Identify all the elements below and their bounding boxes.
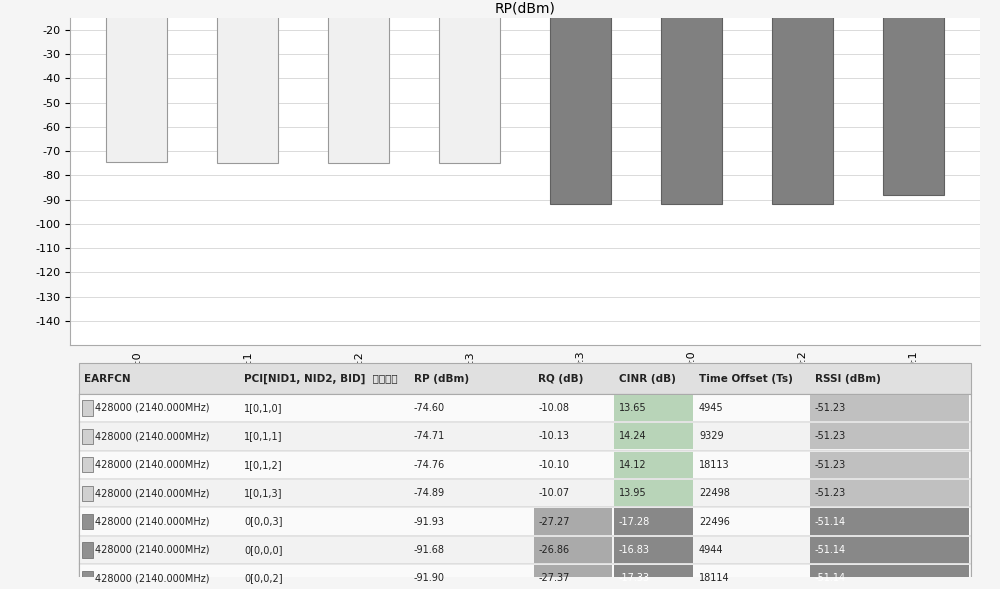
Bar xyxy=(439,0,500,163)
Bar xyxy=(217,0,278,163)
FancyBboxPatch shape xyxy=(79,479,971,507)
Bar xyxy=(106,0,167,163)
Text: 18113: 18113 xyxy=(699,460,730,470)
FancyBboxPatch shape xyxy=(82,457,93,472)
Text: 1[0,1,2]: 1[0,1,2] xyxy=(244,460,283,470)
Text: 14.24: 14.24 xyxy=(619,431,646,441)
FancyBboxPatch shape xyxy=(79,536,971,564)
Title: RP(dBm): RP(dBm) xyxy=(495,1,555,15)
Bar xyxy=(883,0,944,196)
Text: 1[0,1,1]: 1[0,1,1] xyxy=(244,431,283,441)
FancyBboxPatch shape xyxy=(810,537,969,563)
FancyBboxPatch shape xyxy=(79,507,971,536)
FancyBboxPatch shape xyxy=(614,423,693,449)
Text: -27.27: -27.27 xyxy=(538,517,570,527)
Text: 13.65: 13.65 xyxy=(619,403,646,413)
Text: 428000 (2140.000MHz): 428000 (2140.000MHz) xyxy=(95,460,210,470)
Text: 0[0,0,2]: 0[0,0,2] xyxy=(244,573,283,583)
FancyBboxPatch shape xyxy=(810,395,969,421)
FancyBboxPatch shape xyxy=(79,363,971,394)
Text: RSSI (dBm): RSSI (dBm) xyxy=(815,373,881,383)
Text: CINR (dB): CINR (dB) xyxy=(619,373,676,383)
FancyBboxPatch shape xyxy=(810,452,969,478)
Text: -51.14: -51.14 xyxy=(815,545,846,555)
Text: -51.23: -51.23 xyxy=(815,460,846,470)
Text: -51.23: -51.23 xyxy=(815,403,846,413)
FancyBboxPatch shape xyxy=(810,508,969,535)
Text: 4945: 4945 xyxy=(699,403,724,413)
Bar xyxy=(550,0,611,204)
Text: -74.89: -74.89 xyxy=(414,488,445,498)
FancyBboxPatch shape xyxy=(79,394,971,422)
Text: -27.37: -27.37 xyxy=(538,573,570,583)
Text: EARFCN: EARFCN xyxy=(84,373,130,383)
Text: -10.07: -10.07 xyxy=(538,488,570,498)
Text: -51.23: -51.23 xyxy=(815,431,846,441)
Text: 428000 (2140.000MHz): 428000 (2140.000MHz) xyxy=(95,403,210,413)
Text: 428000 (2140.000MHz): 428000 (2140.000MHz) xyxy=(95,517,210,527)
FancyBboxPatch shape xyxy=(810,565,969,589)
Text: -91.93: -91.93 xyxy=(414,517,445,527)
FancyBboxPatch shape xyxy=(614,480,693,507)
Text: 14.12: 14.12 xyxy=(619,460,646,470)
Text: 4944: 4944 xyxy=(699,545,723,555)
Text: 428000 (2140.000MHz): 428000 (2140.000MHz) xyxy=(95,431,210,441)
FancyBboxPatch shape xyxy=(614,452,693,478)
Text: -91.90: -91.90 xyxy=(414,573,445,583)
FancyBboxPatch shape xyxy=(82,542,93,558)
Text: -17.33: -17.33 xyxy=(619,573,650,583)
Text: 22498: 22498 xyxy=(699,488,730,498)
FancyBboxPatch shape xyxy=(614,565,693,589)
Text: -10.10: -10.10 xyxy=(538,460,569,470)
Text: 428000 (2140.000MHz): 428000 (2140.000MHz) xyxy=(95,573,210,583)
Text: 428000 (2140.000MHz): 428000 (2140.000MHz) xyxy=(95,545,210,555)
FancyBboxPatch shape xyxy=(614,508,693,535)
Text: -10.13: -10.13 xyxy=(538,431,569,441)
Text: -51.14: -51.14 xyxy=(815,573,846,583)
FancyBboxPatch shape xyxy=(82,485,93,501)
Text: -16.83: -16.83 xyxy=(619,545,650,555)
FancyBboxPatch shape xyxy=(82,401,93,416)
FancyBboxPatch shape xyxy=(614,395,693,421)
FancyBboxPatch shape xyxy=(614,537,693,563)
FancyBboxPatch shape xyxy=(82,571,93,586)
Text: -10.08: -10.08 xyxy=(538,403,569,413)
Text: 1[0,1,0]: 1[0,1,0] xyxy=(244,403,283,413)
Text: 18114: 18114 xyxy=(699,573,730,583)
Text: 9329: 9329 xyxy=(699,431,724,441)
Bar xyxy=(328,0,389,163)
Text: -51.23: -51.23 xyxy=(815,488,846,498)
Text: 428000 (2140.000MHz): 428000 (2140.000MHz) xyxy=(95,488,210,498)
Text: -51.14: -51.14 xyxy=(815,517,846,527)
FancyBboxPatch shape xyxy=(534,537,612,563)
FancyBboxPatch shape xyxy=(79,451,971,479)
Text: 1[0,1,3]: 1[0,1,3] xyxy=(244,488,283,498)
FancyBboxPatch shape xyxy=(82,429,93,444)
Bar xyxy=(772,0,833,204)
Text: 22496: 22496 xyxy=(699,517,730,527)
Text: 13.95: 13.95 xyxy=(619,488,646,498)
Text: -17.28: -17.28 xyxy=(619,517,650,527)
FancyBboxPatch shape xyxy=(534,565,612,589)
Text: PCI[NID1, NID2, BID]  小区名称: PCI[NID1, NID2, BID] 小区名称 xyxy=(244,373,398,383)
FancyBboxPatch shape xyxy=(79,564,971,589)
Text: -26.86: -26.86 xyxy=(538,545,570,555)
FancyBboxPatch shape xyxy=(810,480,969,507)
Text: -74.60: -74.60 xyxy=(414,403,445,413)
Text: 0[0,0,0]: 0[0,0,0] xyxy=(244,545,283,555)
FancyBboxPatch shape xyxy=(810,423,969,449)
Text: -74.71: -74.71 xyxy=(414,431,445,441)
Text: -74.76: -74.76 xyxy=(414,460,445,470)
Bar xyxy=(661,0,722,204)
Text: RQ (dB): RQ (dB) xyxy=(538,373,584,383)
Text: Time Offset (Ts): Time Offset (Ts) xyxy=(699,373,793,383)
FancyBboxPatch shape xyxy=(79,422,971,451)
Text: -91.68: -91.68 xyxy=(414,545,445,555)
Text: 0[0,0,3]: 0[0,0,3] xyxy=(244,517,283,527)
FancyBboxPatch shape xyxy=(534,508,612,535)
Text: RP (dBm): RP (dBm) xyxy=(414,373,469,383)
FancyBboxPatch shape xyxy=(82,514,93,529)
